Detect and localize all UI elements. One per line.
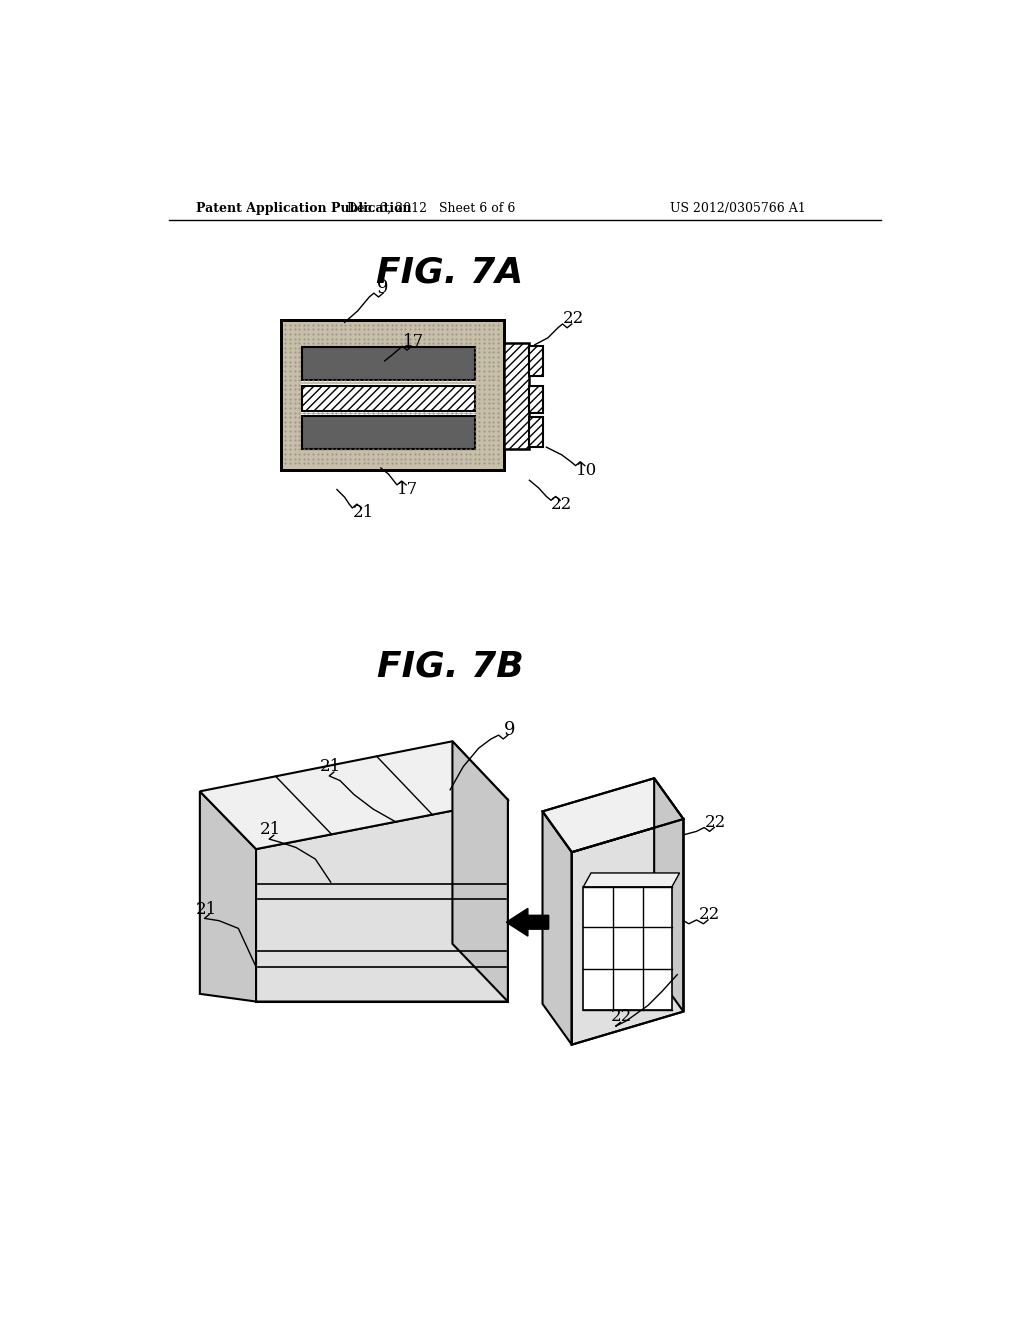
Text: 9: 9 bbox=[504, 721, 515, 739]
Text: 21: 21 bbox=[321, 758, 341, 775]
Polygon shape bbox=[200, 742, 508, 849]
Bar bbox=[302, 385, 475, 411]
Text: 17: 17 bbox=[402, 333, 424, 350]
Bar bbox=[281, 321, 504, 470]
Bar bbox=[528, 387, 543, 413]
Text: 22: 22 bbox=[699, 906, 720, 923]
Bar bbox=[528, 417, 543, 447]
Bar bbox=[281, 321, 504, 470]
Polygon shape bbox=[256, 800, 508, 1002]
Text: US 2012/0305766 A1: US 2012/0305766 A1 bbox=[670, 202, 805, 215]
Text: 22: 22 bbox=[562, 310, 584, 327]
Text: FIG. 7B: FIG. 7B bbox=[377, 649, 523, 684]
Text: 9: 9 bbox=[378, 279, 389, 297]
Text: FIG. 7A: FIG. 7A bbox=[377, 255, 523, 289]
Text: 22: 22 bbox=[551, 496, 572, 513]
Bar bbox=[302, 347, 475, 380]
Polygon shape bbox=[654, 779, 683, 1011]
Text: Patent Application Publication: Patent Application Publication bbox=[196, 202, 412, 215]
Text: 10: 10 bbox=[575, 462, 597, 479]
Polygon shape bbox=[453, 742, 508, 1002]
Text: 22: 22 bbox=[611, 1008, 633, 1026]
Text: Dec. 6, 2012   Sheet 6 of 6: Dec. 6, 2012 Sheet 6 of 6 bbox=[347, 202, 515, 215]
Bar bbox=[528, 346, 543, 376]
Text: 17: 17 bbox=[397, 480, 419, 498]
Polygon shape bbox=[200, 792, 256, 1002]
Polygon shape bbox=[584, 873, 680, 887]
Text: 21: 21 bbox=[352, 504, 374, 521]
Bar bbox=[301, 384, 476, 412]
Text: 21: 21 bbox=[260, 821, 282, 838]
Bar bbox=[302, 416, 475, 449]
Bar bbox=[301, 414, 476, 450]
Text: 21: 21 bbox=[196, 900, 217, 917]
Polygon shape bbox=[543, 779, 683, 853]
Bar bbox=[504, 343, 528, 449]
Polygon shape bbox=[571, 818, 683, 1044]
Bar bbox=[301, 346, 476, 381]
Polygon shape bbox=[543, 812, 571, 1044]
FancyArrow shape bbox=[506, 908, 549, 936]
Text: 22: 22 bbox=[706, 813, 726, 830]
Bar bbox=[584, 887, 672, 1010]
